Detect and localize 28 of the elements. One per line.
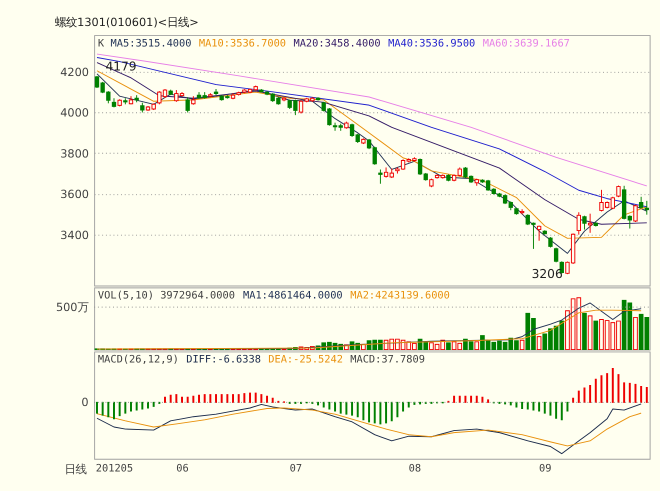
text: MA40:3536.9500 — [388, 37, 476, 50]
x-axis-title: 日线 — [64, 462, 87, 476]
text: MACD:37.7809 — [350, 354, 425, 366]
y-tick-label: 4200 — [60, 66, 89, 79]
text: MA20:3458.4000 — [293, 37, 381, 50]
legend-title: K — [98, 37, 105, 50]
legend-title: MACD(26,12,9) — [98, 354, 179, 366]
x-tick-label: 07 — [290, 462, 302, 474]
x-tick-label: 06 — [176, 462, 189, 474]
legend-title: VOL(5,10) 3972964.0000 — [98, 290, 235, 302]
annotation: 3206 — [532, 266, 563, 281]
text: DIFF:-6.6338 — [186, 354, 261, 366]
text: DEA:-25.5242 — [268, 354, 343, 366]
x-tick-label: 09 — [539, 462, 552, 474]
chart-title: 螺纹1301(010601)<日线> — [55, 16, 199, 30]
y-tick-label: 3800 — [60, 147, 89, 160]
text: MA5:3515.4000 — [110, 37, 192, 50]
text: MA10:3536.7000 — [198, 37, 286, 50]
text: MA60:3639.1667 — [482, 37, 570, 50]
y-tick-label: 4000 — [60, 106, 89, 120]
x-tick-label: 08 — [408, 462, 422, 474]
y-tick-label: 3400 — [60, 228, 89, 242]
text: MA1:4861464.0000 — [243, 290, 343, 302]
ref-line-label: 0 — [81, 396, 88, 410]
y-tick-label: 3600 — [60, 188, 89, 202]
x-tick-label: 201205 — [96, 462, 134, 474]
text: MA2:4243139.6000 — [350, 290, 450, 302]
ref-line-label: 500万 — [56, 300, 88, 314]
